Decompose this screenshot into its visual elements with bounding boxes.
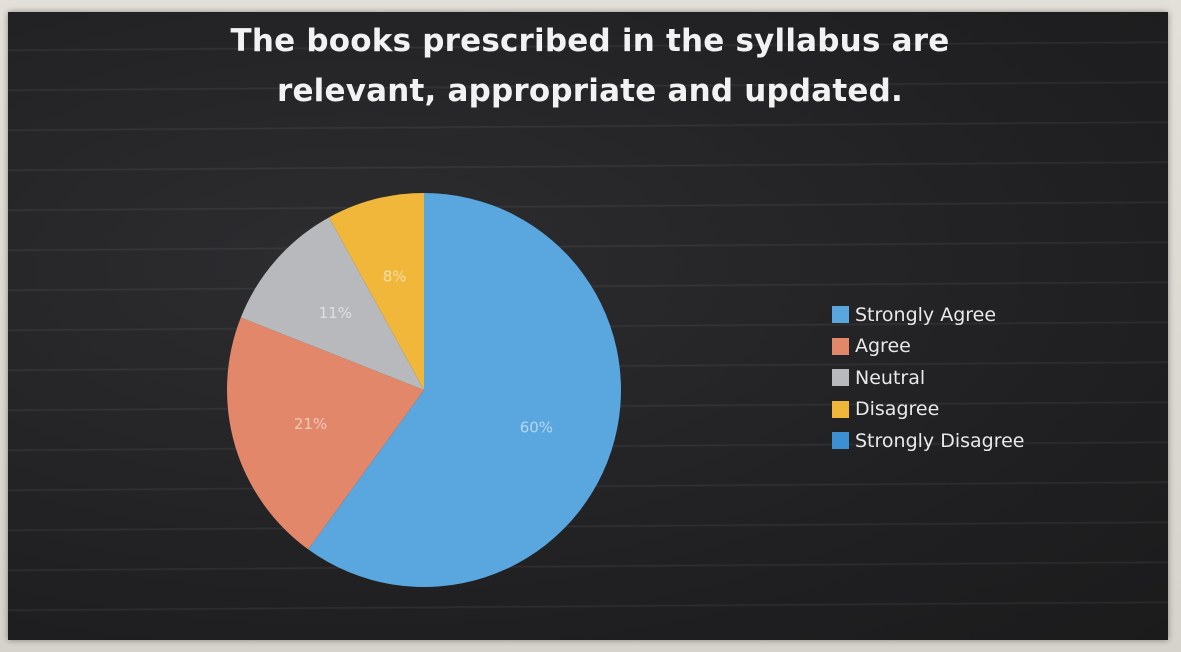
legend-item-disagree: Disagree	[832, 394, 1024, 426]
legend-label-disagree: Disagree	[855, 398, 940, 421]
legend-swatch-neutral	[832, 369, 849, 387]
chart-title: The books prescribed in the syllabus are…	[0, 16, 1180, 116]
legend-label-strongly-agree: Strongly Agree	[855, 303, 997, 326]
data-label-neutral: 11%	[319, 304, 352, 322]
legend-swatch-strongly-disagree	[832, 432, 849, 450]
legend-item-strongly-agree: Strongly Agree	[832, 299, 1024, 331]
chart-legend: Strongly Agree Agree Neutral Disagree Strong…	[832, 299, 1024, 457]
data-label-disagree: 8%	[383, 268, 407, 286]
legend-label-neutral: Neutral	[855, 366, 926, 389]
pie-slice-strongly-agree	[308, 193, 621, 587]
pie-slice-neutral	[240, 217, 424, 390]
legend-label-agree: Agree	[855, 335, 911, 358]
chart-title-line-1: The books prescribed in the syllabus are	[230, 23, 950, 59]
legend-swatch-strongly-agree	[832, 306, 849, 324]
data-label-agree: 21%	[294, 415, 327, 433]
legend-item-neutral: Neutral	[832, 362, 1024, 394]
pie-slice-agree	[226, 317, 424, 550]
data-label-strongly-agree: 60%	[520, 419, 553, 437]
legend-item-agree: Agree	[832, 331, 1024, 363]
legend-swatch-disagree	[832, 400, 849, 418]
chart-title-line-2: relevant, appropriate and updated.	[276, 73, 904, 109]
legend-item-strongly-disagree: Strongly Disagree	[832, 425, 1024, 457]
legend-label-strongly-disagree: Strongly Disagree	[855, 429, 1025, 452]
legend-swatch-agree	[832, 337, 849, 355]
pie-slice-disagree	[329, 193, 424, 390]
